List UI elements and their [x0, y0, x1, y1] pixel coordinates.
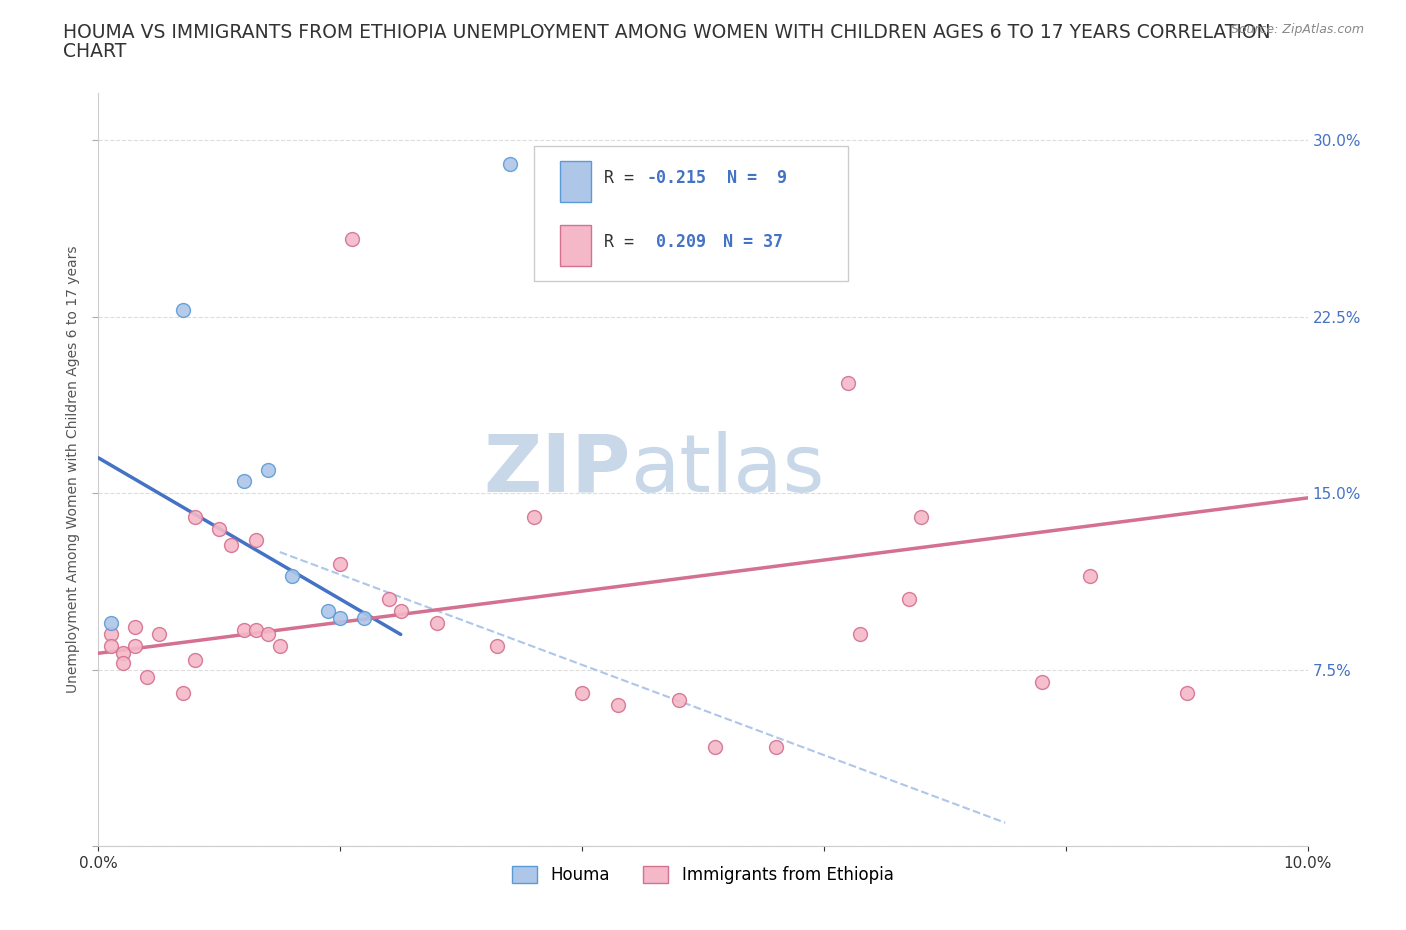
Point [111, 645, 134, 660]
Point [184, 653, 207, 668]
Point [486, 639, 509, 654]
Point [245, 622, 267, 637]
Point [329, 556, 352, 571]
Y-axis label: Unemployment Among Women with Children Ages 6 to 17 years: Unemployment Among Women with Children A… [66, 246, 80, 694]
Point [124, 639, 146, 654]
Point [135, 670, 157, 684]
Point [316, 604, 339, 618]
Point [100, 639, 122, 654]
Point [100, 616, 122, 631]
Point [281, 568, 304, 583]
Text: HOUMA VS IMMIGRANTS FROM ETHIOPIA UNEMPLOYMENT AMONG WOMEN WITH CHILDREN AGES 6 : HOUMA VS IMMIGRANTS FROM ETHIOPIA UNEMPL… [63, 23, 1271, 42]
Point [221, 538, 243, 552]
Text: 0.209: 0.209 [647, 233, 706, 251]
Text: N =  9: N = 9 [707, 169, 786, 187]
Point [184, 510, 207, 525]
Point [607, 698, 630, 712]
Point [668, 693, 690, 708]
Point [704, 740, 727, 755]
Point [124, 620, 146, 635]
Text: -0.215: -0.215 [647, 169, 706, 187]
Point [256, 627, 278, 642]
Point [100, 627, 122, 642]
Point [498, 156, 520, 171]
Text: R =: R = [603, 233, 644, 251]
Point [208, 521, 231, 536]
FancyBboxPatch shape [561, 225, 591, 266]
Point [342, 232, 364, 246]
Point [389, 604, 412, 618]
Point [329, 610, 352, 625]
Point [765, 740, 787, 755]
Point [256, 462, 278, 477]
Point [269, 639, 291, 654]
FancyBboxPatch shape [534, 146, 848, 282]
Point [232, 622, 254, 637]
Point [1031, 674, 1053, 689]
Point [353, 610, 375, 625]
Point [897, 591, 920, 606]
Point [111, 656, 134, 671]
Point [1078, 568, 1101, 583]
Point [849, 627, 872, 642]
Point [523, 510, 546, 525]
Point [1175, 685, 1198, 700]
Point [148, 627, 170, 642]
Text: ZIP: ZIP [484, 431, 630, 509]
Text: R =: R = [603, 169, 644, 187]
Point [245, 533, 267, 548]
Text: atlas: atlas [630, 431, 825, 509]
Point [426, 616, 449, 631]
FancyBboxPatch shape [561, 161, 591, 202]
Text: Source: ZipAtlas.com: Source: ZipAtlas.com [1230, 23, 1364, 36]
Legend: Houma, Immigrants from Ethiopia: Houma, Immigrants from Ethiopia [506, 859, 900, 891]
Text: CHART: CHART [63, 42, 127, 60]
Point [837, 375, 859, 390]
Point [377, 591, 399, 606]
Point [172, 685, 194, 700]
Point [571, 685, 593, 700]
Point [172, 302, 194, 317]
Point [910, 510, 932, 525]
Text: N = 37: N = 37 [713, 233, 783, 251]
Point [232, 474, 254, 489]
